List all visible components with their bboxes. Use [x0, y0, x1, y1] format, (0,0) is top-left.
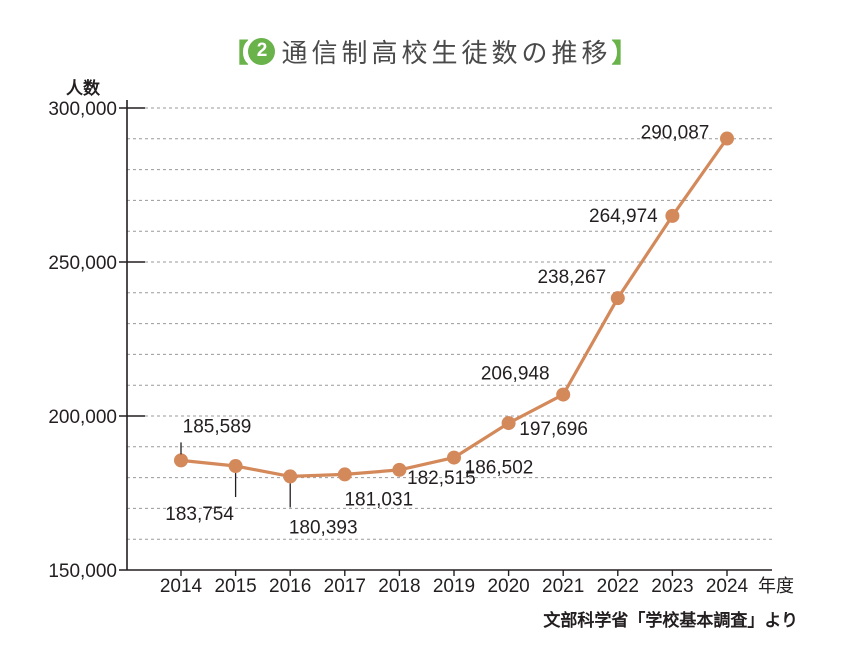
data-label: 238,267	[537, 267, 606, 288]
title-bracket-close: 】	[611, 37, 638, 68]
data-point	[337, 467, 352, 482]
y-tick-label: 150,000	[48, 561, 117, 582]
x-tick-label: 2019	[433, 576, 475, 597]
title-bracket-open: 【	[222, 37, 249, 68]
x-tick-label: 2015	[214, 576, 256, 597]
data-label: 264,974	[589, 206, 658, 227]
x-tick-label: 2014	[160, 576, 203, 597]
chart-number-badge: 2	[248, 37, 276, 65]
data-point	[174, 453, 188, 468]
y-tick-label: 300,000	[48, 99, 117, 120]
series-line	[180, 137, 729, 478]
data-point	[228, 459, 243, 474]
x-tick-label: 2021	[542, 576, 584, 597]
data-point	[665, 208, 680, 223]
x-tick-label: 2018	[378, 576, 420, 597]
data-point	[447, 450, 461, 465]
data-point	[283, 469, 298, 484]
chart-title-text: 通信制高校生徒数の推移	[281, 37, 612, 68]
data-point	[392, 462, 407, 477]
data-label: 181,031	[344, 489, 413, 510]
source-note: 文部科学省「学校基本調査」より	[543, 611, 798, 630]
y-tick-label: 250,000	[48, 253, 117, 274]
data-label: 290,087	[641, 123, 710, 144]
data-label: 186,502	[465, 458, 534, 479]
x-tick-label: 2016	[269, 576, 311, 597]
data-label: 185,589	[183, 416, 252, 437]
data-label: 206,948	[481, 364, 550, 385]
data-label: 183,754	[165, 504, 234, 525]
data-label: 197,696	[519, 419, 588, 440]
data-label: 180,393	[289, 517, 358, 538]
x-tick-label: 2017	[324, 576, 366, 597]
x-axis-unit-label: 年度	[758, 576, 794, 596]
data-label: 182,515	[407, 468, 476, 489]
data-point	[720, 131, 734, 146]
chart-title: 【 2 通信制高校生徒数の推移 】	[0, 30, 848, 72]
y-tick-label: 200,000	[48, 407, 117, 428]
data-point	[501, 416, 516, 431]
y-axis-label: 人数	[66, 79, 100, 98]
x-tick-label: 2024	[706, 576, 749, 597]
x-tick-label: 2020	[487, 576, 529, 597]
data-point	[610, 291, 625, 306]
x-tick-label: 2023	[651, 576, 693, 597]
x-tick-label: 2022	[597, 576, 639, 597]
data-point	[556, 387, 571, 402]
